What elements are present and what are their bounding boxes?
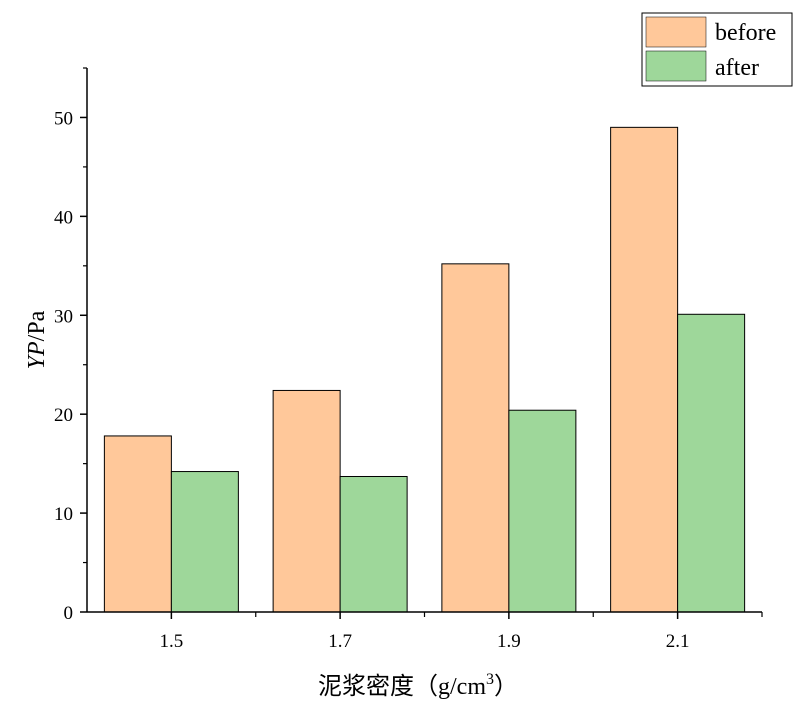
x-tick-label: 1.7 [328, 631, 352, 652]
legend-label-before: before [715, 20, 776, 46]
x-tick-label: 1.9 [497, 631, 521, 652]
bar-before-1_7 [272, 389, 341, 613]
y-tick-label: 40 [54, 207, 73, 228]
bar-after-1_9 [508, 409, 577, 613]
x-tick-label: 2.1 [666, 631, 690, 652]
x-tick-label: 1.5 [160, 631, 184, 652]
y-tick-label: 20 [54, 405, 73, 426]
x-axis-title: 泥浆密度（g/cm3） [318, 671, 518, 700]
y-tick-label: 30 [54, 306, 73, 327]
legend-label-after: after [715, 55, 759, 81]
legend: before after [641, 12, 793, 87]
bars-group [103, 126, 746, 613]
bar-before-1_5 [103, 435, 172, 613]
legend-swatch-before [645, 16, 707, 48]
x-ticks-group: 1.5 1.7 1.9 2.1 [160, 612, 763, 652]
bar-after-1_7 [339, 475, 408, 613]
bar-after-1_5 [170, 471, 239, 613]
y-tick-label: 10 [54, 504, 73, 525]
bar-before-2_1 [610, 126, 679, 613]
legend-swatch-after [645, 50, 707, 82]
y-axis-title: YP/Pa [24, 310, 50, 369]
bar-before-1_9 [441, 263, 510, 613]
y-tick-label: 50 [54, 108, 73, 129]
bar-after-2_1 [677, 313, 746, 613]
y-tick-label: 0 [64, 603, 74, 624]
y-ticks-group: 0 10 20 30 40 50 [54, 67, 87, 624]
